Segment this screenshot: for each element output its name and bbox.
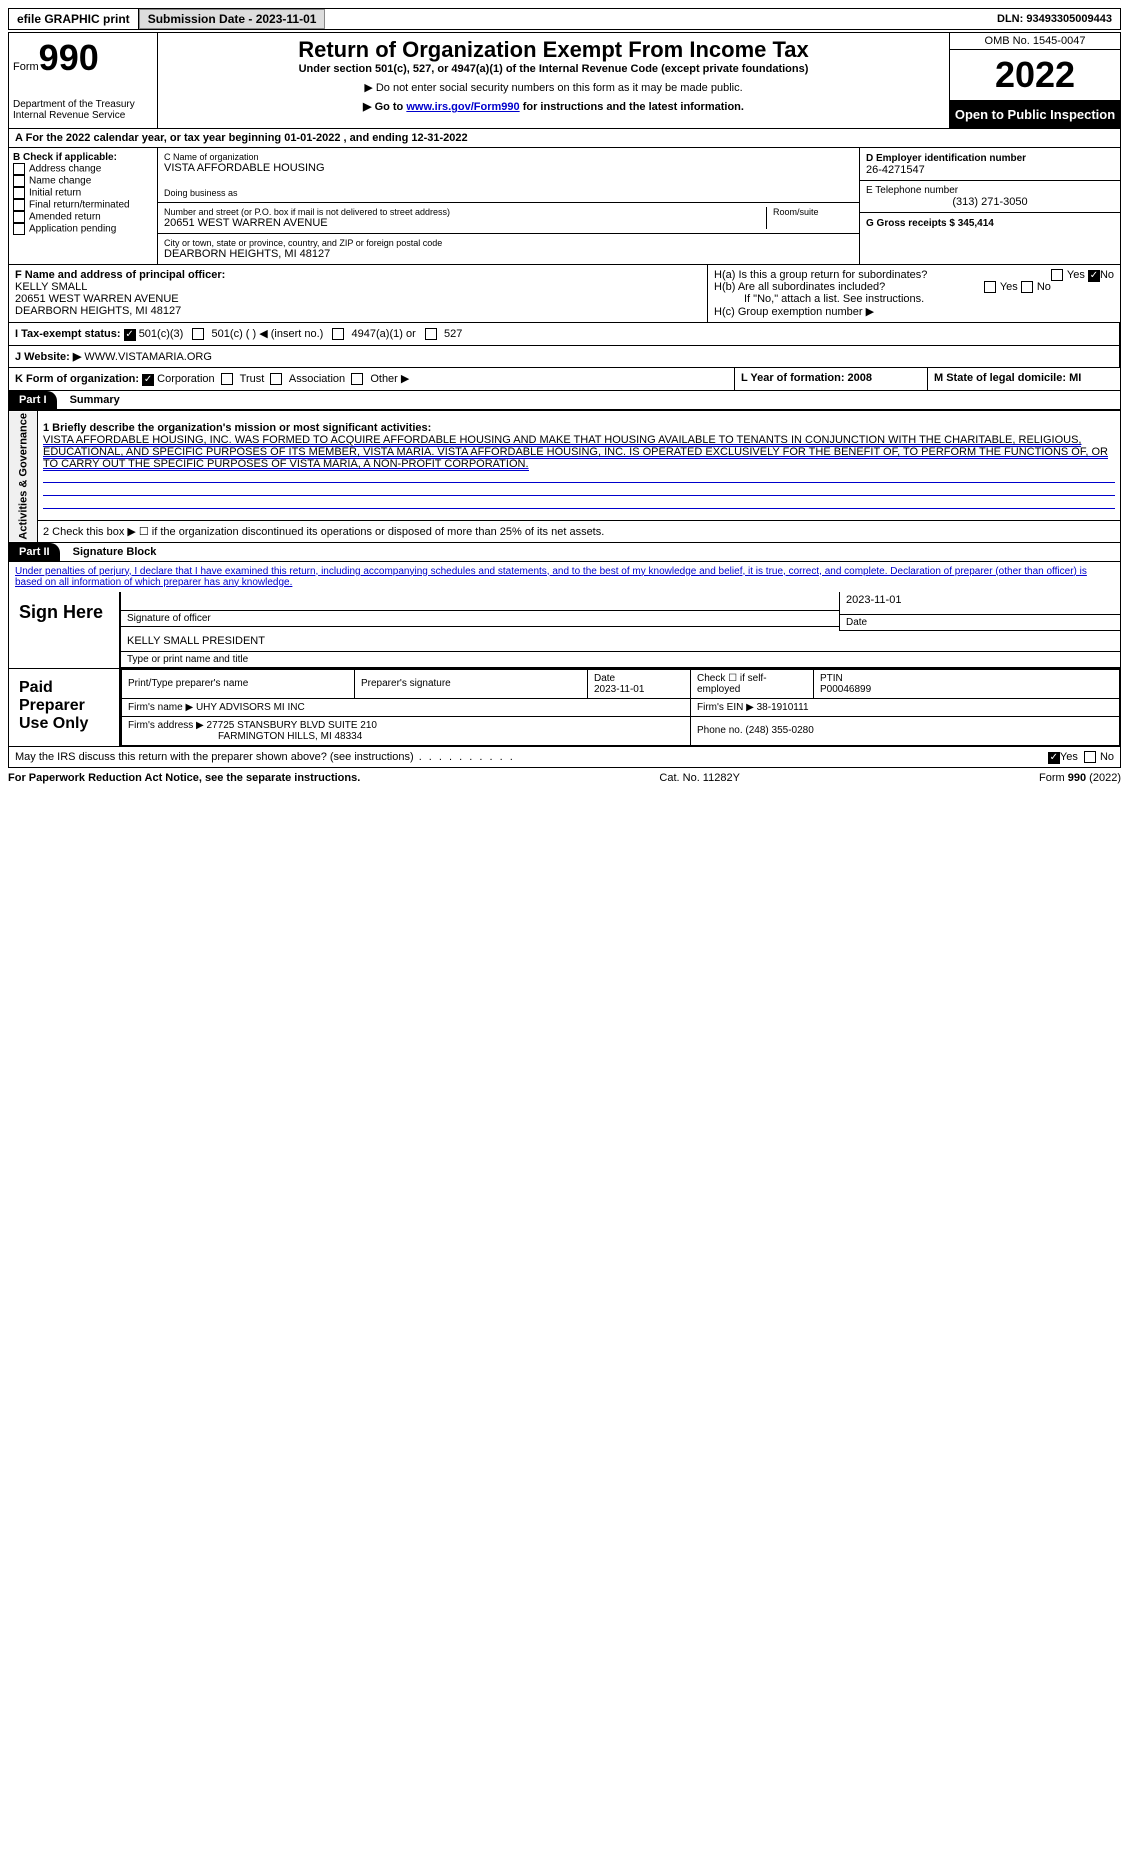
cb-501c3[interactable]: ✓ [124, 329, 136, 341]
submission-date-button[interactable]: Submission Date - 2023-11-01 [139, 9, 326, 29]
subtitle-2: ▶ Do not enter social security numbers o… [162, 81, 945, 94]
ein-label: D Employer identification number [866, 153, 1026, 164]
vert-ag: Activities & Governance [9, 411, 38, 543]
city-value: DEARBORN HEIGHTS, MI 48127 [164, 248, 853, 260]
sig-date: 2023-11-01 [840, 592, 1120, 615]
date-label: Date [840, 615, 1120, 631]
street-label: Number and street (or P.O. box if mail i… [164, 207, 760, 217]
phone-value: (313) 271-3050 [866, 196, 1114, 208]
org-name: VISTA AFFORDABLE HOUSING [164, 162, 853, 174]
dba-label: Doing business as [164, 188, 853, 198]
mission-text: VISTA AFFORDABLE HOUSING, INC. WAS FORME… [43, 434, 1108, 471]
street-value: 20651 WEST WARREN AVENUE [164, 217, 760, 229]
cb-corp[interactable]: ✓ [142, 374, 154, 386]
firm-phone: (248) 355-0280 [745, 725, 813, 736]
website: WWW.VISTAMARIA.ORG [84, 351, 212, 363]
city-label: City or town, state or province, country… [164, 238, 853, 248]
summary-table: Activities & Governance 1 Briefly descri… [8, 410, 1121, 543]
row-j: J Website: ▶ WWW.VISTAMARIA.ORG [8, 346, 1121, 368]
row-i: I Tax-exempt status: ✓ 501(c)(3) 501(c) … [8, 323, 1121, 346]
dln-label: DLN: 93493305009443 [989, 10, 1120, 28]
sig-officer-label: Signature of officer [121, 611, 839, 627]
form-prefix: Form [13, 61, 39, 73]
type-name-label: Type or print name and title [121, 652, 1120, 668]
irs-label: Internal Revenue Service [13, 110, 153, 121]
declaration: Under penalties of perjury, I declare th… [9, 562, 1120, 592]
section-a: A For the 2022 calendar year, or tax yea… [8, 129, 1121, 148]
officer-typed: KELLY SMALL PRESIDENT [121, 631, 1120, 652]
sign-here-label: Sign Here [9, 592, 119, 668]
officer-group-info: F Name and address of principal officer:… [8, 265, 1121, 323]
h-a-no[interactable]: ✓ [1088, 270, 1100, 282]
paid-prep-label: Paid Preparer Use Only [9, 669, 119, 746]
state-domicile: M State of legal domicile: MI [928, 368, 1120, 390]
officer-name: KELLY SMALL [15, 281, 87, 293]
discuss-row: May the IRS discuss this return with the… [9, 746, 1120, 767]
form-header: Form990 Department of the Treasury Inter… [8, 32, 1121, 129]
h-b2: If "No," attach a list. See instructions… [714, 293, 1114, 305]
prep-name-h: Print/Type preparer's name [122, 669, 355, 698]
row-klm: K Form of organization: ✓ Corporation Tr… [8, 368, 1121, 391]
tax-year: 2022 [950, 50, 1120, 101]
subtitle-3: ▶ Go to www.irs.gov/Form990 for instruct… [162, 100, 945, 113]
h-c: H(c) Group exemption number ▶ [714, 305, 1114, 318]
check-self: Check ☐ if self-employed [691, 669, 814, 698]
room-label: Room/suite [767, 207, 853, 229]
line-2: 2 Check this box ▶ ☐ if the organization… [38, 521, 1121, 543]
h-b: H(b) Are all subordinates included? Yes … [714, 281, 1114, 293]
form-number: 990 [39, 37, 99, 78]
year-formation: L Year of formation: 2008 [735, 368, 928, 390]
box-b-title: B Check if applicable: [13, 152, 117, 163]
cb-final-return[interactable] [13, 199, 25, 211]
phone-label: E Telephone number [866, 185, 1114, 196]
org-name-label: C Name of organization [164, 152, 853, 162]
prep-sig-h: Preparer's signature [355, 669, 588, 698]
signature-block: Under penalties of perjury, I declare th… [8, 562, 1121, 768]
efile-label: efile GRAPHIC print [9, 9, 139, 29]
part1-name: Summary [60, 394, 120, 406]
cb-name-change[interactable] [13, 175, 25, 187]
cb-app-pending[interactable] [13, 223, 25, 235]
cb-address-change[interactable] [13, 163, 25, 175]
ein-value: 26-4271547 [866, 164, 925, 176]
h-a: H(a) Is this a group return for subordin… [714, 269, 1114, 281]
form-title: Return of Organization Exempt From Incom… [162, 37, 945, 63]
officer-city: DEARBORN HEIGHTS, MI 48127 [15, 305, 181, 317]
part1-header: Part I [9, 391, 57, 409]
officer-label: F Name and address of principal officer: [15, 269, 225, 281]
dept-label: Department of the Treasury [13, 99, 153, 110]
gross-receipts: G Gross receipts $ 345,414 [866, 218, 994, 229]
officer-street: 20651 WEST WARREN AVENUE [15, 293, 179, 305]
firm-name: UHY ADVISORS MI INC [196, 702, 305, 713]
irs-link[interactable]: www.irs.gov/Form990 [406, 101, 519, 113]
entity-info: B Check if applicable: Address change Na… [8, 148, 1121, 265]
omb-number: OMB No. 1545-0047 [950, 33, 1120, 50]
top-bar: efile GRAPHIC print Submission Date - 20… [8, 8, 1121, 30]
page-footer: For Paperwork Reduction Act Notice, see … [8, 768, 1121, 788]
cb-initial-return[interactable] [13, 187, 25, 199]
firm-ein: 38-1910111 [757, 702, 809, 713]
open-public-badge: Open to Public Inspection [950, 101, 1120, 128]
part2-name: Signature Block [63, 546, 157, 558]
discuss-yes[interactable]: ✓ [1048, 752, 1060, 764]
subtitle-1: Under section 501(c), 527, or 4947(a)(1)… [162, 63, 945, 75]
ptin: P00046899 [820, 684, 871, 695]
cb-amended[interactable] [13, 211, 25, 223]
part2-header: Part II [9, 543, 60, 561]
